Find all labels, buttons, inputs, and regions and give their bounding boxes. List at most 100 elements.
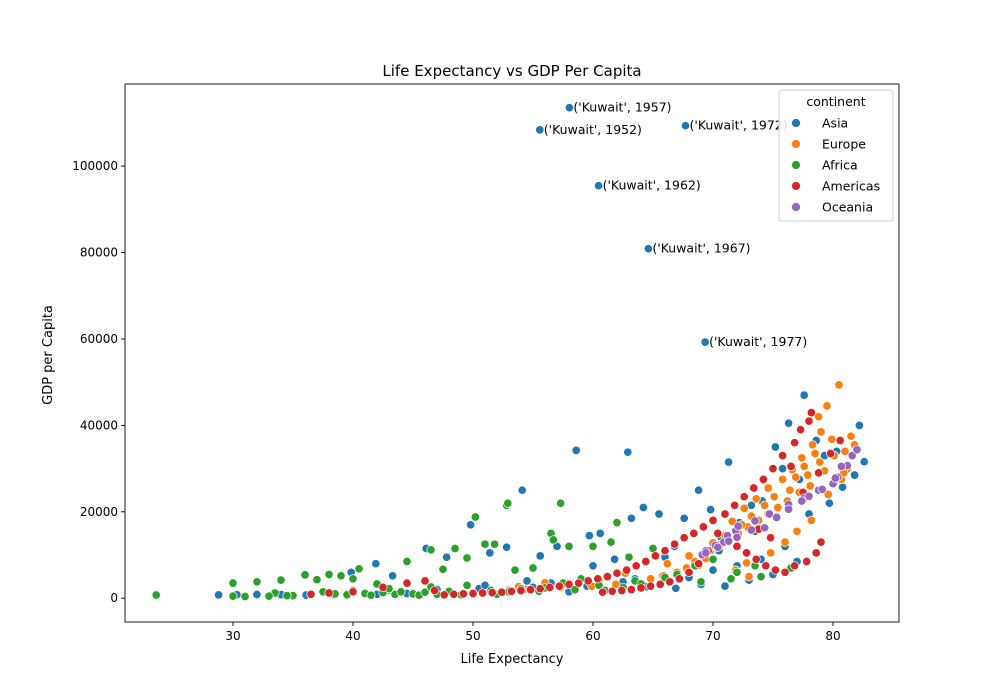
data-point — [713, 528, 723, 538]
data-point — [805, 481, 815, 491]
data-point — [430, 585, 440, 596]
data-point — [497, 587, 507, 597]
legend-marker — [791, 160, 801, 170]
data-point — [462, 580, 472, 590]
data-point — [670, 539, 680, 549]
data-point — [770, 442, 780, 452]
data-point — [708, 515, 718, 525]
data-point — [679, 513, 689, 523]
legend-entry: Americas — [822, 179, 880, 194]
data-point — [624, 552, 634, 562]
data-point — [606, 537, 616, 547]
data-point — [276, 575, 286, 585]
legend-title: continent — [806, 94, 865, 109]
data-point — [791, 472, 801, 482]
series-oceania — [697, 445, 862, 560]
data-point — [797, 496, 807, 506]
data-point — [535, 551, 545, 561]
data-point — [730, 500, 740, 510]
data-point — [761, 561, 771, 571]
data-point — [306, 589, 316, 599]
data-point — [583, 576, 593, 586]
data-point — [720, 581, 730, 591]
data-point — [680, 121, 691, 131]
annotation-label: ('Kuwait', 1972) — [690, 118, 788, 133]
data-point — [646, 581, 656, 591]
x-axis-label: Life Expectancy — [460, 652, 563, 667]
data-point — [420, 587, 430, 597]
data-point — [252, 589, 262, 600]
x-tick-label: 60 — [585, 629, 600, 643]
data-point — [378, 582, 388, 592]
data-point — [526, 585, 536, 595]
data-point — [643, 244, 653, 254]
data-point — [485, 548, 495, 558]
data-point — [854, 420, 864, 430]
data-point — [214, 590, 224, 600]
data-point — [763, 483, 773, 493]
data-point — [564, 541, 574, 551]
data-point — [758, 474, 768, 484]
data-point — [348, 574, 358, 584]
x-tick-label: 50 — [465, 629, 480, 643]
data-point — [778, 464, 788, 474]
legend-marker — [791, 202, 801, 212]
legend: continent Asia Europe Africa Americas Oceania — [778, 89, 894, 222]
series-asia — [214, 103, 869, 600]
data-point — [528, 563, 538, 573]
data-point — [660, 546, 670, 556]
series-africa — [151, 498, 796, 602]
data-point — [773, 502, 783, 513]
data-point — [506, 586, 516, 596]
data-point — [588, 561, 598, 571]
data-point — [810, 448, 820, 459]
data-point — [228, 578, 238, 588]
data-point — [545, 582, 555, 592]
data-point — [564, 579, 574, 589]
data-point — [830, 473, 840, 483]
plot-frame — [124, 83, 900, 623]
data-point — [799, 390, 809, 400]
data-point — [744, 572, 754, 582]
data-point — [698, 522, 708, 532]
data-point — [811, 548, 821, 558]
data-point — [396, 587, 406, 597]
data-point — [751, 494, 761, 504]
data-point — [617, 585, 627, 596]
data-point — [478, 588, 488, 598]
data-point — [535, 125, 545, 135]
data-point — [336, 571, 346, 581]
data-point — [824, 498, 834, 508]
data-point — [732, 541, 742, 551]
data-point — [662, 559, 672, 569]
data-point — [324, 569, 334, 580]
legend-entry: Oceania — [822, 200, 873, 215]
data-point — [827, 434, 837, 444]
data-point — [679, 533, 689, 543]
data-point — [817, 484, 827, 494]
data-point — [610, 554, 620, 564]
data-point — [816, 537, 826, 547]
data-point — [732, 567, 742, 577]
data-point — [804, 416, 814, 426]
data-point — [766, 533, 776, 543]
data-point — [655, 579, 665, 589]
data-point — [458, 589, 468, 599]
data-point — [324, 588, 334, 598]
data-point — [713, 542, 723, 552]
x-tick-label: 40 — [345, 629, 360, 643]
data-point — [792, 526, 802, 536]
data-point — [696, 577, 706, 587]
data-point — [799, 461, 809, 471]
data-point — [402, 556, 412, 567]
data-point — [252, 577, 262, 587]
y-tick-label: 80000 — [80, 246, 118, 260]
data-point — [641, 556, 651, 567]
data-point — [535, 584, 545, 594]
data-point — [780, 537, 790, 547]
data-point — [750, 516, 760, 526]
legend-box — [778, 89, 894, 222]
data-point — [626, 585, 636, 595]
data-point — [571, 445, 581, 455]
data-point — [671, 583, 681, 593]
